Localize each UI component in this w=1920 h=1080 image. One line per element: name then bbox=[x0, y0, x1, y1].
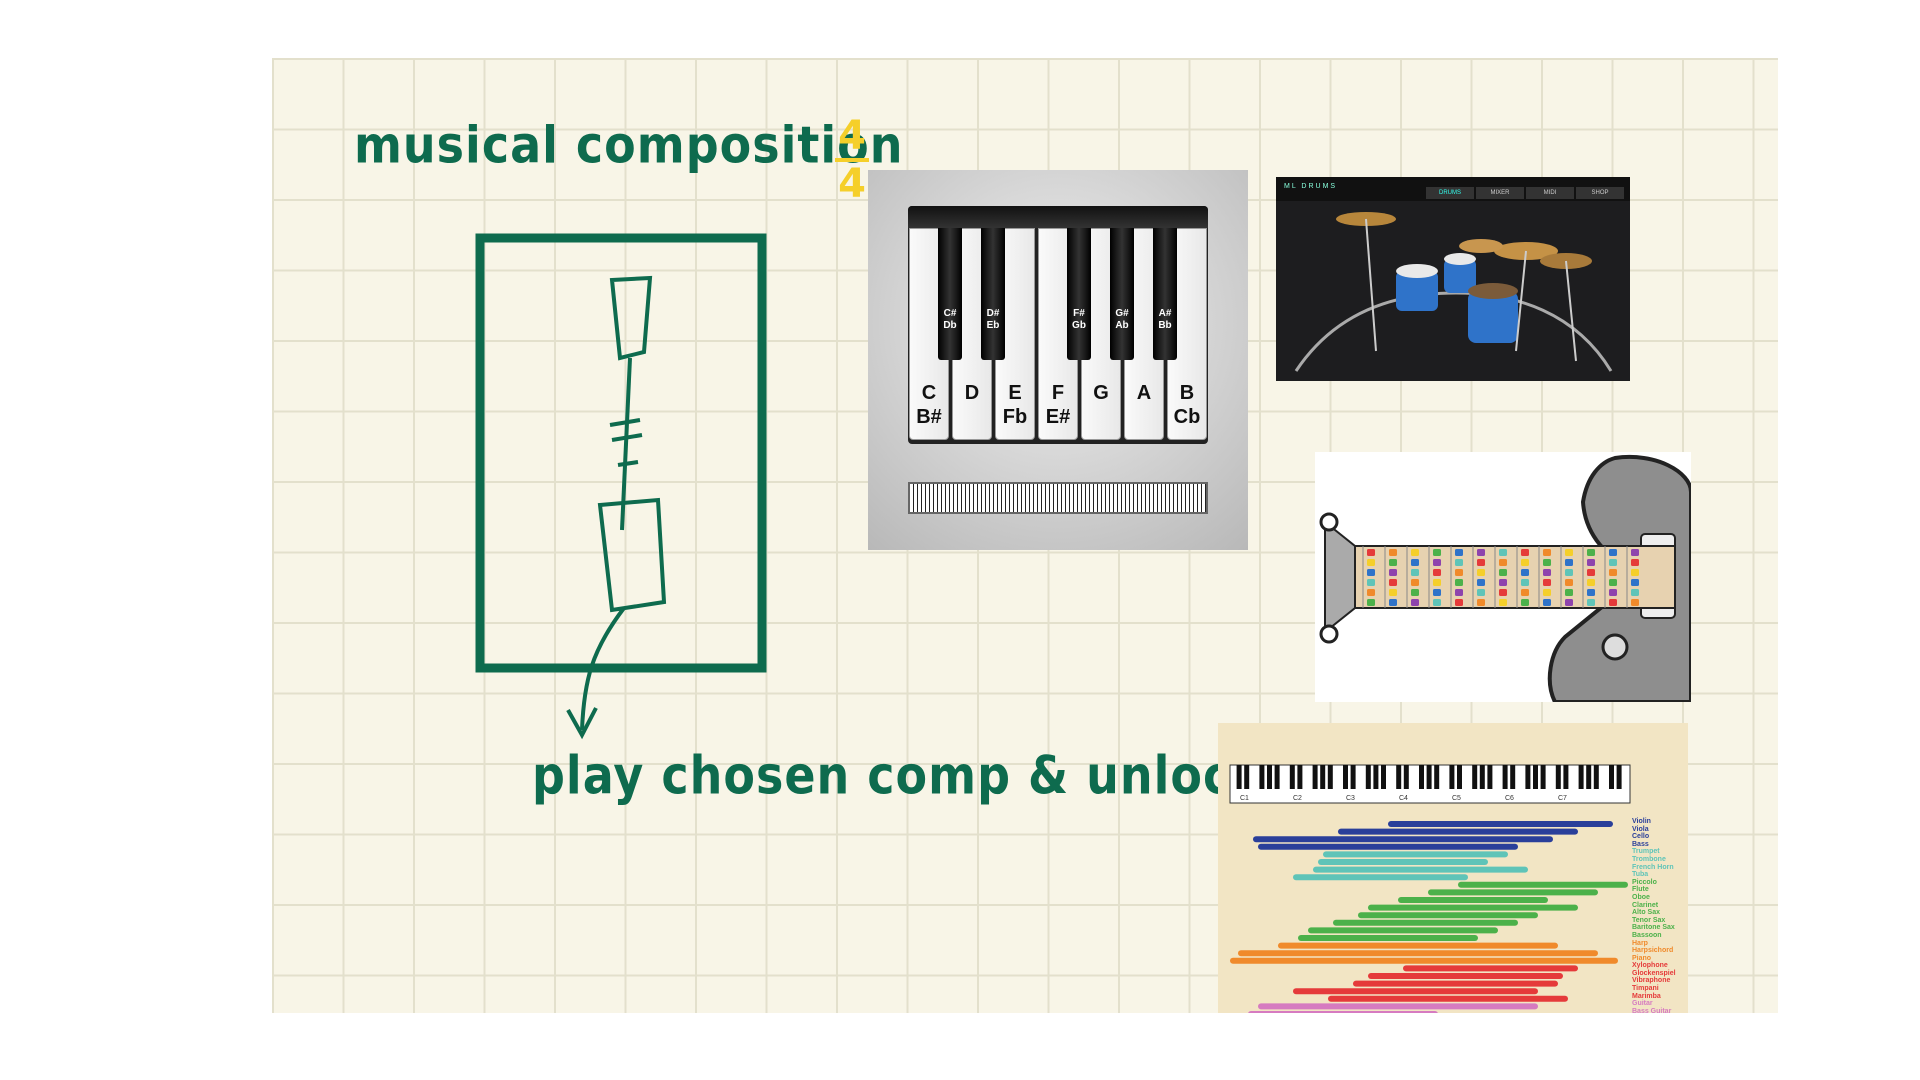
white-key-label: D bbox=[964, 382, 980, 404]
svg-text:C3: C3 bbox=[1346, 795, 1355, 802]
legend-item: Clarinet bbox=[1632, 901, 1659, 909]
white-key-label: B Cb bbox=[1173, 382, 1201, 428]
drum-app-nav: ML DRUMS DRUMS MIXER MIDI SHOP bbox=[1276, 177, 1630, 201]
legend-item: Xylophone bbox=[1632, 962, 1668, 970]
mini-keyboard bbox=[908, 482, 1208, 514]
sketch-top-box bbox=[609, 275, 653, 361]
svg-text:C2: C2 bbox=[1293, 795, 1302, 802]
black-key-f-sharp[interactable]: F# Gb bbox=[1067, 228, 1091, 360]
sketch-bottom-box bbox=[597, 497, 667, 613]
legend-item: Tenor Sax bbox=[1632, 916, 1666, 924]
legend-item: Alto Sax bbox=[1632, 909, 1661, 917]
piano-image[interactable]: C B# D E Fb F E# G A B Cb C# Db D# Eb F# Gb G# Ab A# Bb bbox=[868, 170, 1248, 550]
legend-item: Harp bbox=[1632, 939, 1648, 947]
white-key-label: E Fb bbox=[1002, 382, 1028, 428]
black-key-label: D# Eb bbox=[986, 308, 1000, 331]
svg-text:C1: C1 bbox=[1240, 795, 1249, 802]
black-key-d-sharp[interactable]: D# Eb bbox=[981, 228, 1005, 360]
legend-item: Timpani bbox=[1632, 985, 1659, 993]
legend-item: Marimba bbox=[1632, 992, 1661, 1000]
legend-item: Flute bbox=[1632, 886, 1649, 894]
instrument-range-chart[interactable]: C1 C2 C3 C4 C5 C6 C7 Violin Viola Cello Bass Trump… bbox=[1218, 723, 1688, 1013]
black-key-c-sharp[interactable]: C# Db bbox=[938, 228, 962, 360]
white-key-label: C B# bbox=[916, 382, 942, 428]
range-chart-legend: Violin Viola Cello Bass Trumpet Trombone Frenc… bbox=[1632, 818, 1676, 1013]
svg-text:C4: C4 bbox=[1399, 795, 1408, 802]
legend-item: Piano bbox=[1632, 954, 1652, 962]
legend-item: Guitar bbox=[1632, 1000, 1653, 1008]
black-key-g-sharp[interactable]: G# Ab bbox=[1110, 228, 1134, 360]
drum-app-screenshot[interactable]: ML DRUMS DRUMS MIXER MIDI SHOP bbox=[1276, 177, 1630, 381]
legend-item: Oboe bbox=[1632, 893, 1650, 901]
legend-item: Baritone Sax bbox=[1632, 924, 1675, 932]
composition-sketch bbox=[475, 233, 767, 740]
black-key-label: C# Db bbox=[943, 308, 957, 331]
legend-item: Harpsichord bbox=[1632, 947, 1674, 955]
composition-caption: play chosen comp & unlock bbox=[532, 743, 1263, 807]
legend-item: Piccolo bbox=[1632, 878, 1657, 886]
legend-item: Violin bbox=[1632, 818, 1651, 825]
legend-item: Glockenspiel bbox=[1632, 969, 1676, 977]
svg-text:C5: C5 bbox=[1452, 795, 1461, 802]
drum-app-logo: ML DRUMS bbox=[1284, 183, 1338, 190]
time-signature-bottom: 4 bbox=[838, 161, 866, 207]
svg-text:C6: C6 bbox=[1505, 795, 1514, 802]
legend-item: Cello bbox=[1632, 833, 1650, 841]
svg-text:C7: C7 bbox=[1558, 795, 1567, 802]
legend-item: Bassoon bbox=[1632, 931, 1662, 939]
guitar-illustration bbox=[1319, 454, 1691, 702]
legend-item: Vibraphone bbox=[1632, 977, 1671, 985]
black-key-label: A# Bb bbox=[1158, 308, 1172, 331]
drum-tab-shop[interactable]: SHOP bbox=[1576, 187, 1624, 199]
time-signature: 4 4 bbox=[827, 114, 877, 206]
white-key-label: G bbox=[1093, 382, 1109, 404]
legend-item: Bass Guitar bbox=[1632, 1007, 1672, 1013]
range-chart-graphic: C1 C2 C3 C4 C5 C6 C7 bbox=[1229, 764, 1631, 1013]
legend-item: Bass bbox=[1632, 840, 1649, 848]
white-key-label: F E# bbox=[1045, 382, 1071, 428]
time-signature-top: 4 bbox=[838, 113, 866, 159]
whiteboard-canvas[interactable]: musical composition 4 4 play chosen comp… bbox=[272, 58, 1778, 1013]
piano-top-bar bbox=[908, 206, 1208, 228]
legend-item: Trombone bbox=[1632, 855, 1666, 863]
canvas-title: musical composition bbox=[354, 115, 904, 175]
legend-item: French Horn bbox=[1632, 863, 1674, 871]
drum-tab-midi[interactable]: MIDI bbox=[1526, 187, 1574, 199]
black-key-label: F# Gb bbox=[1072, 308, 1086, 331]
white-key-label: A bbox=[1136, 382, 1152, 404]
legend-item: Trumpet bbox=[1632, 848, 1660, 856]
sketch-arrow-line bbox=[580, 606, 626, 731]
guitar-fretboard-image[interactable] bbox=[1315, 452, 1691, 702]
sketch-arrow-head bbox=[566, 707, 598, 740]
drum-app-tabs: DRUMS MIXER MIDI SHOP bbox=[1426, 187, 1624, 199]
legend-item: Viola bbox=[1632, 825, 1649, 833]
time-signature-divider bbox=[835, 158, 869, 162]
sketch-ticks bbox=[609, 418, 643, 467]
drum-kit-illustration bbox=[1294, 212, 1613, 372]
legend-item: Tuba bbox=[1632, 871, 1649, 879]
piano-keyboard: C B# D E Fb F E# G A B Cb C# Db D# Eb F# Gb G# Ab A# Bb bbox=[908, 206, 1208, 444]
drum-tab-mixer[interactable]: MIXER bbox=[1476, 187, 1524, 199]
black-key-a-sharp[interactable]: A# Bb bbox=[1153, 228, 1177, 360]
black-key-label: G# Ab bbox=[1115, 308, 1129, 331]
sketch-frame bbox=[475, 233, 767, 673]
drum-tab-drums[interactable]: DRUMS bbox=[1426, 187, 1474, 199]
